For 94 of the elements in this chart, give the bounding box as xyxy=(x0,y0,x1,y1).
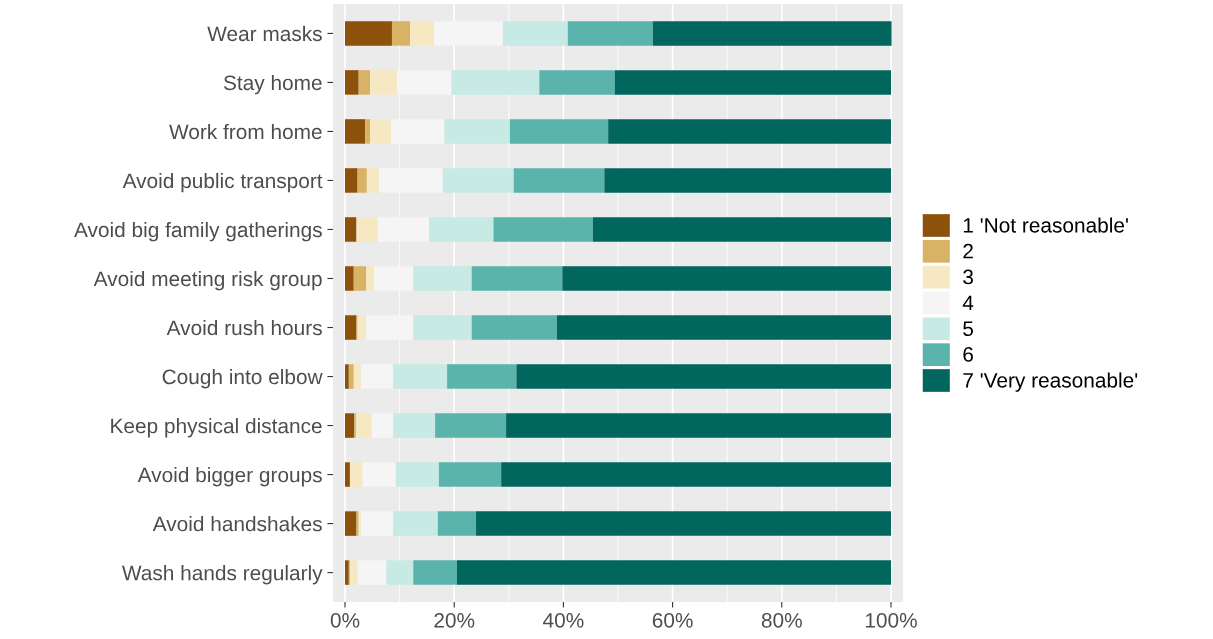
bar xyxy=(366,266,374,291)
bar xyxy=(413,266,472,291)
bar xyxy=(366,168,379,193)
bar xyxy=(413,560,457,585)
bar xyxy=(502,21,568,46)
bar xyxy=(435,413,507,438)
x-tick-label: 80% xyxy=(761,612,802,628)
legend-label: 3 xyxy=(963,269,973,285)
bar xyxy=(539,70,615,95)
bar xyxy=(413,315,472,340)
bar xyxy=(652,21,892,46)
y-tick-label: Avoid handshakes xyxy=(152,516,322,532)
bar xyxy=(345,413,355,438)
bar xyxy=(345,462,350,487)
legend-label: 6 xyxy=(963,347,973,362)
y-tick-label: Avoid rush hours xyxy=(166,319,322,336)
bar xyxy=(471,315,557,340)
bar xyxy=(393,511,438,536)
bar xyxy=(345,70,359,95)
bar xyxy=(471,266,563,291)
y-tick-label: Wash hands regularly xyxy=(121,565,323,585)
bar xyxy=(506,413,891,438)
y-tick-label: Avoid public transport xyxy=(122,172,323,193)
bar xyxy=(447,364,517,389)
bar xyxy=(513,168,605,193)
bar xyxy=(355,413,372,438)
bar xyxy=(348,364,354,389)
y-tick-label: Avoid bigger groups xyxy=(137,467,322,487)
bar xyxy=(357,168,367,193)
bar xyxy=(345,364,349,389)
bar xyxy=(349,462,363,487)
bar xyxy=(345,168,358,193)
bar xyxy=(438,462,502,487)
bar xyxy=(386,560,414,585)
x-tick-label: 100% xyxy=(865,612,917,628)
bar xyxy=(349,560,358,585)
bar xyxy=(370,70,397,95)
bar xyxy=(451,70,540,95)
y-tick-label: Work from home xyxy=(169,123,322,140)
bar xyxy=(345,119,366,144)
bar xyxy=(393,413,436,438)
bar xyxy=(501,462,891,487)
y-tick-label: Stay home xyxy=(223,74,322,95)
bar xyxy=(370,119,391,144)
bar xyxy=(393,364,448,389)
bar xyxy=(391,21,410,46)
y-tick-label: Keep physical distance xyxy=(111,417,322,438)
bar xyxy=(556,315,891,340)
bar xyxy=(493,217,593,242)
bar xyxy=(345,266,354,291)
bar xyxy=(456,560,891,585)
bar xyxy=(360,511,394,536)
bar xyxy=(562,266,891,291)
bar xyxy=(358,70,371,95)
x-tick-label: 40% xyxy=(543,612,584,628)
bar xyxy=(365,119,371,144)
bar xyxy=(509,119,609,144)
x-tick-label: 60% xyxy=(652,612,693,628)
bar xyxy=(444,119,510,144)
x-tick-label: 20% xyxy=(434,612,475,628)
y-tick-label: Avoid meeting risk group xyxy=(93,270,322,291)
bar xyxy=(476,511,891,536)
bar xyxy=(362,462,396,487)
bar xyxy=(345,21,392,46)
legend-label: 2 xyxy=(963,243,973,259)
bar xyxy=(357,315,367,340)
y-tick-label: Wear masks xyxy=(207,25,322,42)
x-tick-label: 0% xyxy=(330,612,360,628)
bar xyxy=(345,217,357,242)
bar xyxy=(437,511,477,536)
bar xyxy=(356,217,378,242)
legend-label: 7 'Very reasonable' xyxy=(963,372,1138,392)
bar xyxy=(371,413,394,438)
bar xyxy=(442,168,514,193)
bar xyxy=(395,462,439,487)
bar xyxy=(429,217,494,242)
legend-label: 1 'Not reasonable' xyxy=(963,217,1128,233)
bar xyxy=(614,70,891,95)
bar xyxy=(604,168,891,193)
bar xyxy=(409,21,435,46)
y-tick-label: Cough into elbow xyxy=(162,368,323,389)
legend-label: 4 xyxy=(962,295,974,310)
bar xyxy=(357,560,387,585)
y-tick-label: Avoid big family gatherings xyxy=(74,221,322,242)
bar xyxy=(360,364,394,389)
bar xyxy=(353,266,367,291)
bar xyxy=(516,364,891,389)
bar xyxy=(567,21,653,46)
bar xyxy=(345,315,357,340)
bar xyxy=(592,217,891,242)
bar xyxy=(353,364,361,389)
bar xyxy=(608,119,891,144)
bar xyxy=(345,511,357,536)
legend-label: 5 xyxy=(963,321,974,337)
